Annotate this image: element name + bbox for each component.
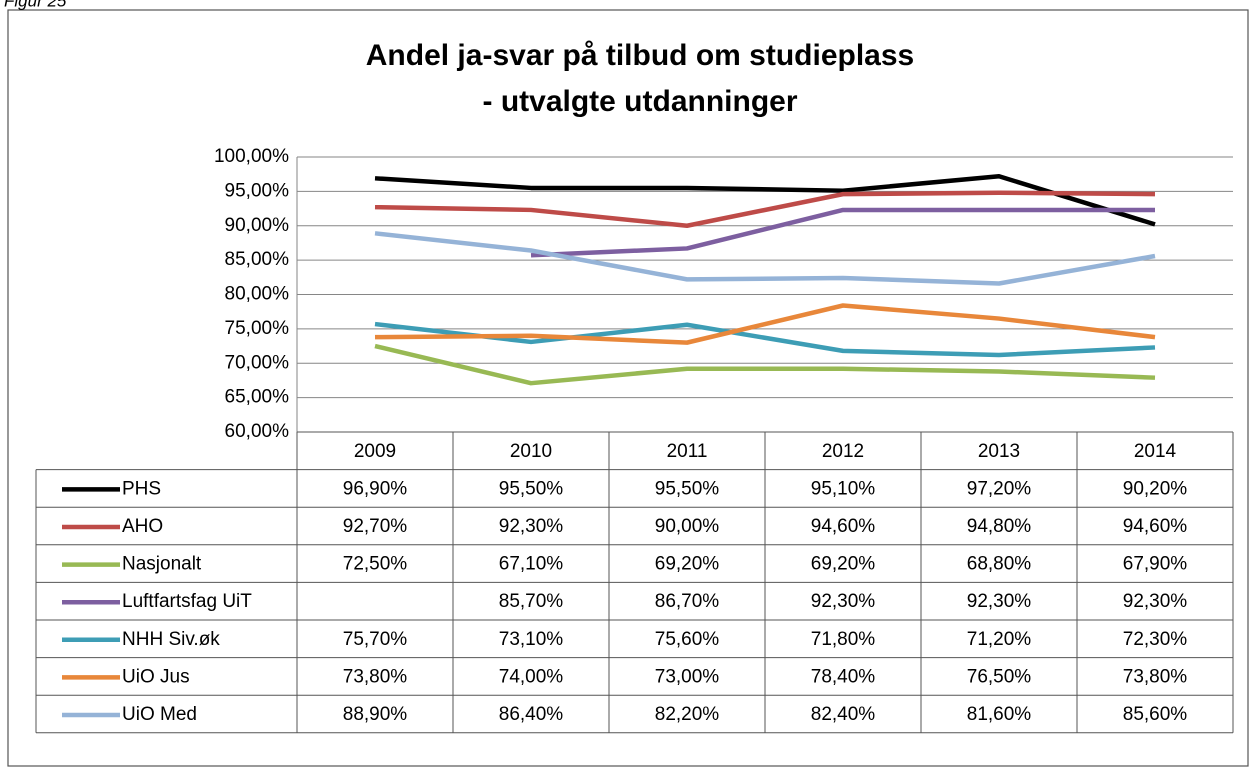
table-value: 92,30% xyxy=(811,591,876,612)
table-value: 96,90% xyxy=(343,478,408,499)
legend-label: Nasjonalt xyxy=(122,554,202,575)
table-value: 76,50% xyxy=(967,666,1032,687)
table-value: 85,70% xyxy=(499,591,564,612)
table-value: 95,50% xyxy=(499,478,564,499)
table-value: 95,10% xyxy=(811,478,876,499)
table-value: 78,40% xyxy=(811,666,876,687)
table-value: 92,30% xyxy=(967,591,1032,612)
table-value: 94,60% xyxy=(1123,516,1188,537)
table-value: 82,40% xyxy=(811,704,876,725)
chart-title: Andel ja-svar på tilbud om studieplass xyxy=(366,39,914,72)
table-value: 92,70% xyxy=(343,516,408,537)
series-line xyxy=(374,174,1156,227)
series-line xyxy=(374,190,1156,228)
table-value: 73,80% xyxy=(343,666,408,687)
table-value: 92,30% xyxy=(1123,591,1188,612)
table-value: 90,00% xyxy=(655,516,720,537)
chart-title: - utvalgte utdanninger xyxy=(483,85,798,118)
table-value: 81,60% xyxy=(967,704,1032,725)
x-tick-label: 2009 xyxy=(354,441,396,462)
table-value: 69,20% xyxy=(811,554,876,575)
legend-label: NHH Siv.øk xyxy=(122,629,220,650)
table-value: 90,20% xyxy=(1123,478,1188,499)
series-line xyxy=(374,343,1156,386)
legend-label: PHS xyxy=(122,478,161,499)
table-value: 73,10% xyxy=(499,629,564,650)
table-value: 71,20% xyxy=(967,629,1032,650)
y-tick-label: 70,00% xyxy=(225,352,290,373)
caption: Figur 25 xyxy=(4,0,67,10)
y-tick-label: 100,00% xyxy=(214,146,289,167)
table-value: 86,70% xyxy=(655,591,720,612)
table-value: 67,10% xyxy=(499,554,564,575)
table-value: 88,90% xyxy=(343,704,408,725)
x-tick-label: 2012 xyxy=(822,441,864,462)
table-value: 67,90% xyxy=(1123,554,1188,575)
series-line xyxy=(374,321,1156,358)
table-value: 82,20% xyxy=(655,704,720,725)
table-value: 72,30% xyxy=(1123,629,1188,650)
y-tick-label: 90,00% xyxy=(225,215,290,236)
table-value: 74,00% xyxy=(499,666,564,687)
table-value: 85,60% xyxy=(1123,704,1188,725)
x-tick-label: 2011 xyxy=(667,441,708,462)
y-tick-label: 75,00% xyxy=(225,318,290,339)
table-value: 68,80% xyxy=(967,554,1032,575)
table-value: 71,80% xyxy=(811,629,876,650)
table-value: 92,30% xyxy=(499,516,564,537)
table-value: 73,00% xyxy=(655,666,720,687)
series-line xyxy=(530,207,1155,258)
table-value: 97,20% xyxy=(967,478,1032,499)
y-tick-label: 60,00% xyxy=(225,421,290,442)
table-value: 86,40% xyxy=(499,704,564,725)
x-tick-label: 2014 xyxy=(1134,441,1177,462)
y-tick-label: 95,00% xyxy=(225,180,290,201)
table-value: 69,20% xyxy=(655,554,720,575)
table-value: 95,50% xyxy=(655,478,720,499)
legend-label: UiO Jus xyxy=(122,666,190,687)
table-value: 75,70% xyxy=(343,629,408,650)
y-tick-label: 85,00% xyxy=(225,249,290,270)
x-tick-label: 2010 xyxy=(510,441,552,462)
legend-label: UiO Med xyxy=(122,704,197,725)
table-value: 73,80% xyxy=(1123,666,1188,687)
series-line xyxy=(374,303,1156,345)
table-value: 94,60% xyxy=(811,516,876,537)
chart-frame xyxy=(7,9,1249,767)
series-line xyxy=(374,231,1156,286)
y-tick-label: 80,00% xyxy=(225,284,290,305)
table-value: 72,50% xyxy=(343,554,408,575)
table-value: 94,80% xyxy=(967,516,1032,537)
table-value: 75,60% xyxy=(655,629,720,650)
legend-label: AHO xyxy=(122,516,163,537)
x-tick-label: 2013 xyxy=(978,441,1020,462)
legend-label: Luftfartsfag UiT xyxy=(122,591,252,612)
y-tick-label: 65,00% xyxy=(225,387,290,408)
